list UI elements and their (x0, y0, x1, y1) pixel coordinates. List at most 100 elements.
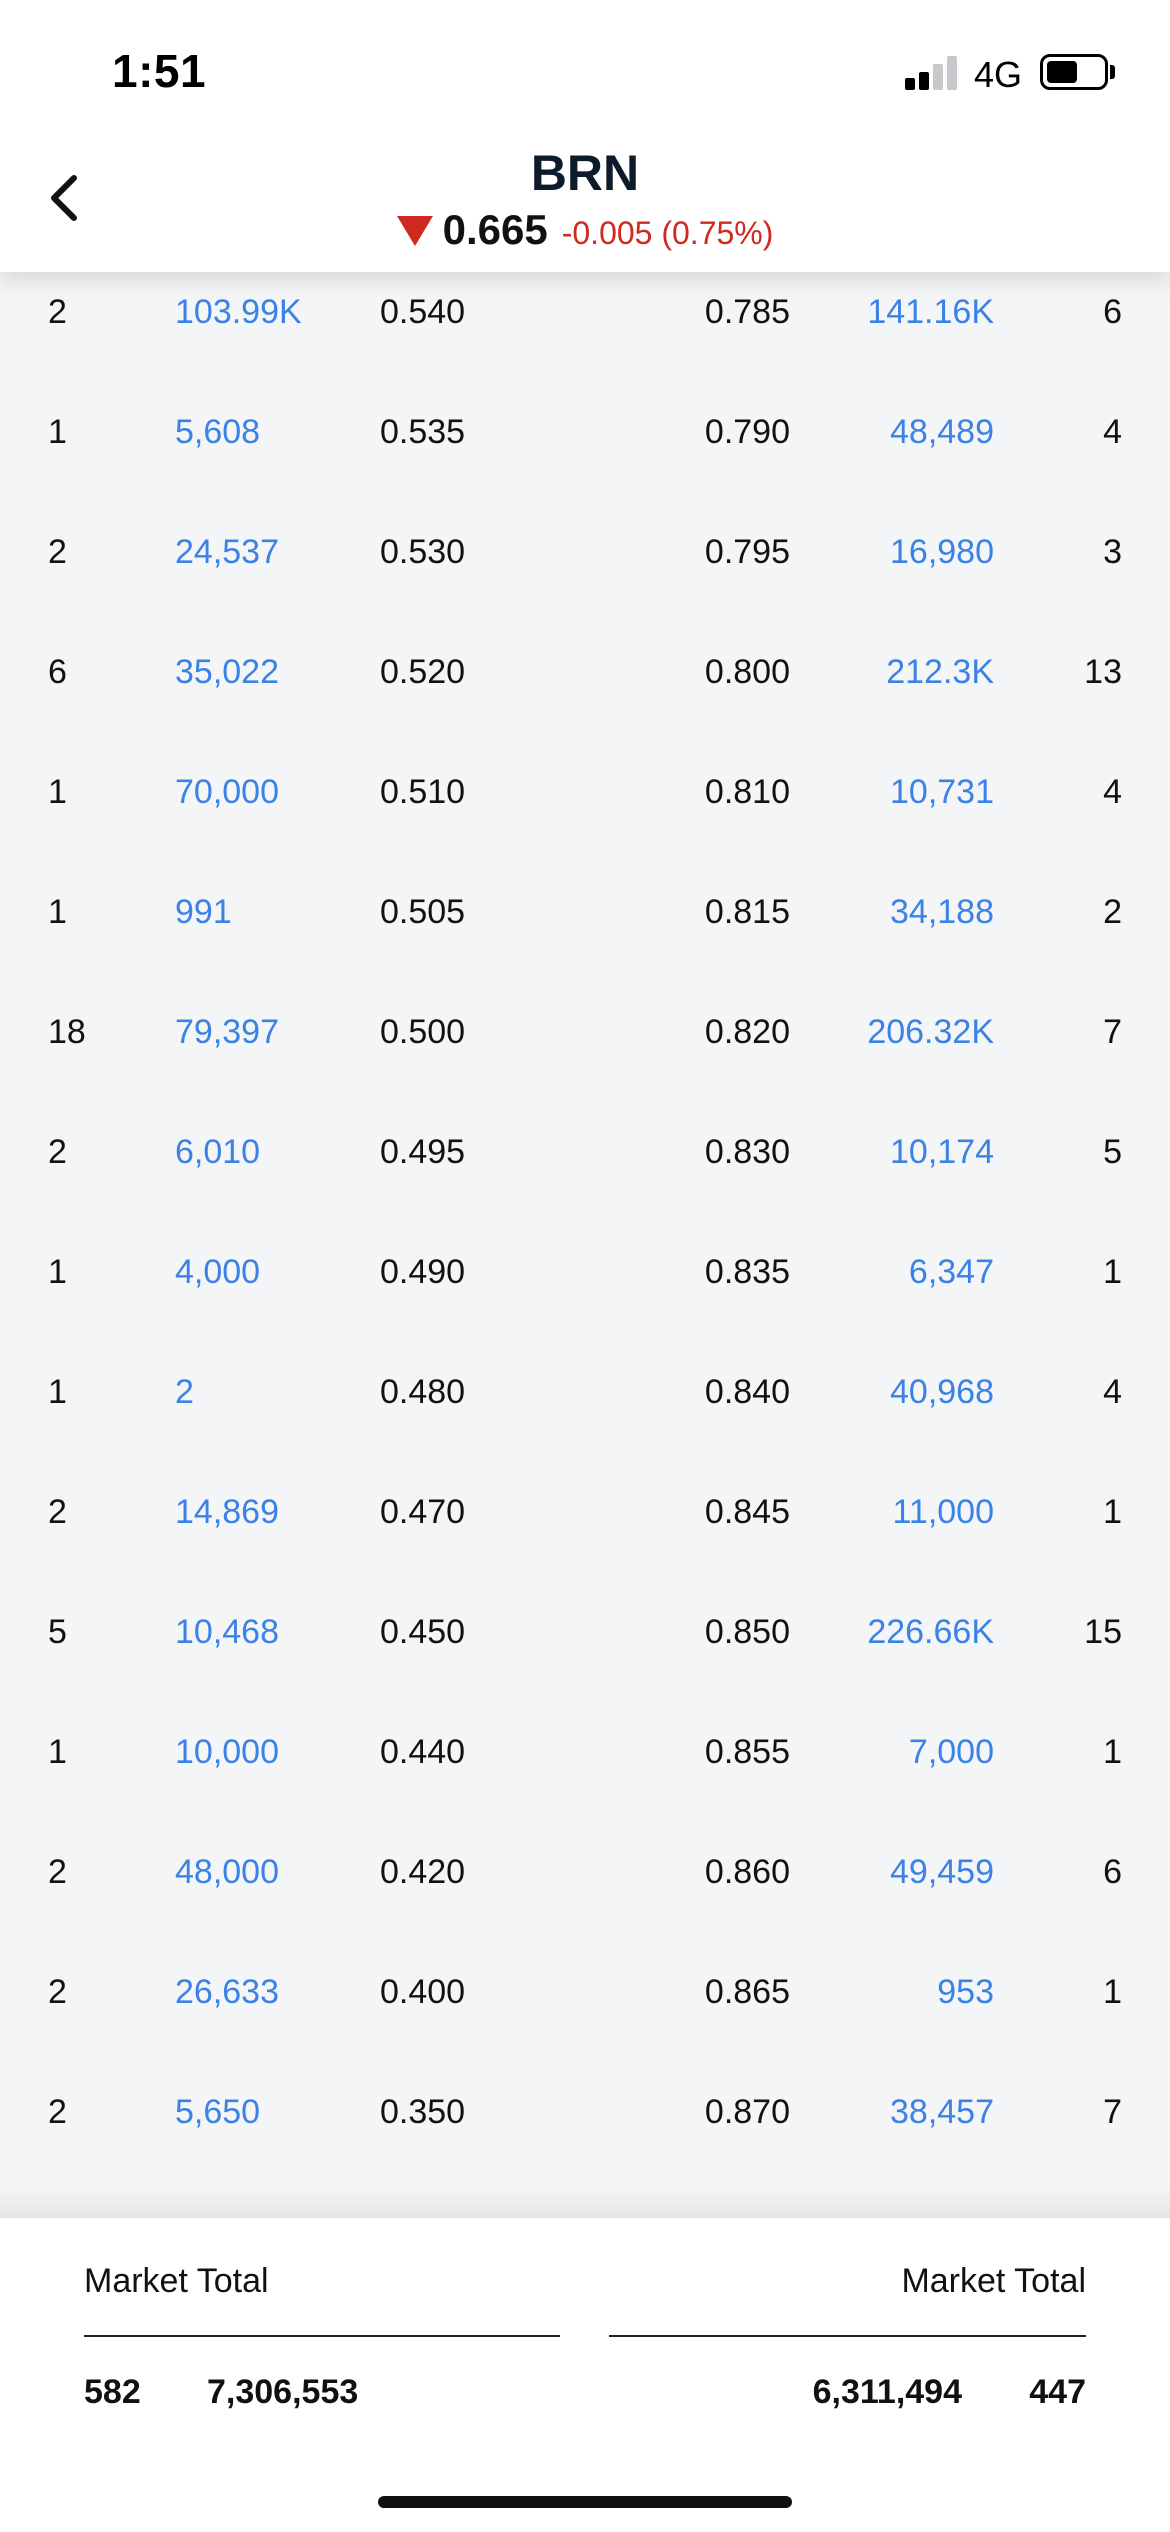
bid-price: 0.540 (380, 293, 466, 331)
bid-count: 2 (48, 1133, 67, 1171)
bid-volume: 10,000 (175, 1733, 279, 1771)
battery-icon (1040, 54, 1108, 90)
ask-price: 0.865 (704, 1973, 790, 2011)
bid-volume: 5,608 (175, 413, 261, 451)
ask-price: 0.790 (704, 413, 790, 451)
order-book-row[interactable]: 2 6,010 0.495 0.830 10,174 5 (0, 1112, 1170, 1192)
bid-count: 1 (48, 1253, 67, 1291)
order-book-row[interactable]: 1 991 0.505 0.815 34,188 2 (0, 872, 1170, 952)
bid-market-total-label: Market Total (84, 2262, 269, 2300)
order-book-row[interactable]: 2 48,000 0.420 0.860 49,459 6 (0, 1832, 1170, 1912)
price-change: -0.005 (0.75%) (561, 215, 774, 251)
bid-price: 0.510 (380, 773, 466, 811)
ask-volume: 10,731 (890, 773, 994, 811)
bid-volume: 26,633 (175, 1973, 279, 2011)
bid-volume: 14,869 (175, 1493, 279, 1531)
status-bar: 1:51 4G (0, 0, 1170, 140)
order-book-row[interactable]: 1 10,000 0.440 0.855 7,000 1 (0, 1712, 1170, 1792)
bid-count: 5 (48, 1613, 67, 1651)
order-book-row[interactable]: 5 10,468 0.450 0.850 226.66K 15 (0, 1592, 1170, 1672)
ask-price: 0.820 (704, 1013, 790, 1051)
bid-count: 2 (48, 533, 67, 571)
bid-price: 0.450 (380, 1613, 466, 1651)
order-book-row[interactable]: 18 79,397 0.500 0.820 206.32K 7 (0, 992, 1170, 1072)
bid-price: 0.520 (380, 653, 466, 691)
bid-price: 0.470 (380, 1493, 466, 1531)
bid-count: 2 (48, 1853, 67, 1891)
order-book-row[interactable]: 2 14,869 0.470 0.845 11,000 1 (0, 1472, 1170, 1552)
order-book-row[interactable]: 1 4,000 0.490 0.835 6,347 1 (0, 1232, 1170, 1312)
cellular-signal-icon (905, 56, 959, 90)
battery-level-fill (1047, 61, 1077, 83)
ask-count: 4 (1103, 773, 1122, 811)
ask-count: 4 (1103, 413, 1122, 451)
quote-header: BRN 0.665 -0.005 (0.75%) (0, 140, 1170, 272)
order-book-row[interactable]: 2 24,537 0.530 0.795 16,980 3 (0, 512, 1170, 592)
ask-price: 0.800 (704, 653, 790, 691)
ask-price: 0.850 (704, 1613, 790, 1651)
bid-volume: 5,650 (175, 2093, 261, 2131)
ask-count: 3 (1103, 533, 1122, 571)
ask-count: 7 (1103, 2093, 1122, 2131)
order-book-row[interactable]: 6 35,022 0.520 0.800 212.3K 13 (0, 632, 1170, 712)
bid-count: 2 (48, 1973, 67, 2011)
order-book-row[interactable]: 1 2 0.480 0.840 40,968 4 (0, 1352, 1170, 1432)
chevron-left-icon (51, 175, 77, 221)
bid-price: 0.350 (380, 2093, 466, 2131)
bid-price: 0.530 (380, 533, 466, 571)
ask-volume: 34,188 (890, 893, 994, 931)
ask-volume: 40,968 (890, 1373, 994, 1411)
order-book[interactable]: 2 5,650 0.350 0.870 38,457 7 2 26,633 0.400 0.865… (0, 272, 1170, 2218)
order-book-row[interactable]: 2 5,650 0.350 0.870 38,457 7 (0, 2072, 1170, 2152)
bid-count: 1 (48, 893, 67, 931)
bid-price: 0.490 (380, 1253, 466, 1291)
order-book-row[interactable]: 1 70,000 0.510 0.810 10,731 4 (0, 752, 1170, 832)
ask-total-count: 447 (1029, 2373, 1086, 2411)
ask-volume: 49,459 (890, 1853, 994, 1891)
ask-count: 6 (1103, 1853, 1122, 1891)
bid-count: 2 (48, 1493, 67, 1531)
network-type: 4G (974, 54, 1023, 95)
ask-count: 15 (1084, 1613, 1122, 1651)
bid-count: 2 (48, 2093, 67, 2131)
status-time: 1:51 (112, 45, 207, 97)
ask-count: 1 (1103, 1253, 1122, 1291)
bid-count: 6 (48, 653, 67, 691)
order-book-row[interactable]: 1 5,608 0.535 0.790 48,489 4 (0, 392, 1170, 472)
ask-count: 13 (1084, 653, 1122, 691)
bid-count: 1 (48, 1373, 67, 1411)
bid-volume: 4,000 (175, 1253, 261, 1291)
ask-count: 2 (1103, 893, 1122, 931)
battery-cap (1110, 65, 1115, 79)
ask-volume: 11,000 (892, 1493, 994, 1531)
bid-volume: 35,022 (175, 653, 279, 691)
order-book-row[interactable]: 2 103.99K 0.540 0.785 141.16K 6 (0, 272, 1170, 352)
ask-total-divider (609, 2335, 1086, 2337)
ask-count: 5 (1103, 1133, 1122, 1171)
bid-price: 0.500 (380, 1013, 466, 1051)
market-totals: Market Total Market Total 582 7,306,553 … (0, 2218, 1170, 2532)
book-bottom-shadow (0, 2188, 1170, 2218)
order-book-row[interactable]: 2 26,633 0.400 0.865 953 1 (0, 1952, 1170, 2032)
bid-volume: 48,000 (175, 1853, 279, 1891)
ask-count: 1 (1103, 1733, 1122, 1771)
ask-count: 4 (1103, 1373, 1122, 1411)
ask-market-total-label: Market Total (901, 2262, 1086, 2300)
ask-volume: 953 (937, 1973, 994, 2011)
bid-volume: 6,010 (175, 1133, 261, 1171)
ask-volume: 16,980 (890, 533, 994, 571)
bid-total-divider (84, 2335, 560, 2337)
ask-price: 0.810 (704, 773, 790, 811)
ask-count: 1 (1103, 1973, 1122, 2011)
back-button[interactable] (36, 168, 96, 228)
ask-price: 0.815 (704, 893, 790, 931)
home-indicator[interactable] (378, 2496, 792, 2508)
bid-price: 0.535 (380, 413, 466, 451)
bid-volume: 991 (175, 893, 232, 931)
bid-total-count: 582 (84, 2373, 141, 2411)
ask-volume: 7,000 (908, 1733, 994, 1771)
ask-price: 0.840 (704, 1373, 790, 1411)
ask-volume: 48,489 (890, 413, 994, 451)
ask-volume: 206.32K (867, 1013, 994, 1051)
bid-price: 0.480 (380, 1373, 466, 1411)
